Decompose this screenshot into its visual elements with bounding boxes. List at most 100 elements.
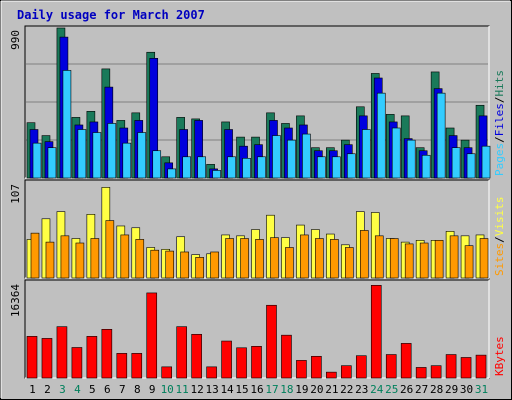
- kbytes-bar-day-1: [26, 336, 38, 379]
- pages-bar-day-1: [32, 142, 42, 179]
- day-label-11: 11: [176, 383, 189, 396]
- kbytes-bar-day-5: [86, 336, 98, 379]
- legend-kbytes: KBytes: [493, 336, 506, 376]
- kbytes-bar-day-12: [191, 333, 202, 379]
- sites-bar-day-15: [240, 238, 249, 279]
- kbytes-bar-day-14: [221, 340, 232, 379]
- sites-bar-day-21: [330, 239, 339, 279]
- pages-bar-day-10: [167, 168, 177, 179]
- pages-bar-day-14: [227, 156, 236, 179]
- kbytes-bar-day-13: [206, 366, 217, 379]
- kbytes-bar-day-7: [116, 353, 128, 379]
- day-label-2: 2: [44, 383, 51, 396]
- chart-title: Daily usage for March 2007: [17, 8, 205, 22]
- kbytes-bar-day-19: [296, 360, 307, 379]
- day-label-7: 7: [119, 383, 126, 396]
- legend-sites: Sites: [493, 243, 506, 276]
- kbytes-bar-day-20: [311, 355, 322, 379]
- legend-pages: Pages: [493, 143, 506, 176]
- sites-bar-day-3: [60, 235, 70, 279]
- panel-3-legend: KBytes: [493, 336, 506, 376]
- sites-bar-day-14: [225, 238, 234, 279]
- kbytes-bar-day-31: [475, 354, 487, 379]
- kbytes-bar-day-18: [281, 334, 292, 379]
- day-label-9: 9: [149, 383, 156, 396]
- pages-bar-day-13: [212, 170, 221, 179]
- pages-bar-day-2: [47, 147, 57, 179]
- kbytes-bar-day-11: [176, 326, 187, 379]
- kbytes-bar-day-17: [266, 304, 277, 379]
- sites-bar-day-5: [90, 238, 100, 279]
- day-label-24: 24: [370, 383, 384, 396]
- kbytes-bar-day-30: [460, 357, 472, 379]
- day-label-4: 4: [74, 383, 81, 396]
- day-label-22: 22: [340, 383, 353, 396]
- sites-bar-day-27: [419, 242, 429, 279]
- pages-bar-day-31: [481, 145, 491, 179]
- pages-bar-day-25: [391, 127, 401, 179]
- panel-1-axis-max: 990: [9, 30, 22, 50]
- kbytes-bar-day-8: [131, 353, 143, 379]
- legend-separator: /: [493, 136, 506, 143]
- sites-bar-day-9: [150, 249, 160, 279]
- sites-bar-day-7: [120, 234, 130, 279]
- pages-bar-day-24: [376, 92, 386, 179]
- panel-1-legend: Pages/Files/Hits: [493, 70, 506, 176]
- day-label-15: 15: [235, 383, 248, 396]
- kbytes-bar-day-22: [341, 365, 352, 379]
- day-label-31: 31: [475, 383, 488, 396]
- sites-bar-day-10: [165, 250, 175, 279]
- day-label-6: 6: [104, 383, 111, 396]
- pages-bar-day-21: [332, 156, 341, 179]
- day-label-8: 8: [134, 383, 141, 396]
- pages-bar-day-19: [302, 133, 311, 179]
- panel-3-axis-max: 16364: [9, 284, 22, 317]
- sites-bar-day-1: [30, 232, 40, 279]
- day-label-14: 14: [220, 383, 234, 396]
- day-label-20: 20: [310, 383, 323, 396]
- kbytes-bar-day-6: [101, 329, 113, 379]
- kbytes-bar-day-3: [56, 326, 68, 379]
- day-label-29: 29: [445, 383, 458, 396]
- sites-bar-day-30: [464, 245, 474, 279]
- kbytes-bar-day-27: [415, 367, 427, 379]
- day-label-13: 13: [205, 383, 218, 396]
- day-label-3: 3: [59, 383, 66, 396]
- panel-2-legend: Sites/Visits: [493, 197, 506, 277]
- pages-bar-day-12: [197, 156, 206, 179]
- sites-bar-day-2: [45, 241, 55, 279]
- pages-bar-day-5: [92, 132, 102, 179]
- kbytes-bar-day-21: [326, 371, 337, 379]
- panel-2-axis-max: 107: [9, 184, 22, 204]
- sites-bar-day-12: [195, 257, 204, 279]
- sites-bar-day-13: [210, 251, 219, 279]
- day-label-12: 12: [191, 383, 204, 396]
- pages-bar-day-7: [122, 142, 132, 179]
- kbytes-bar-day-15: [236, 347, 247, 379]
- kbytes-bar-day-23: [355, 355, 367, 379]
- sites-bar-day-24: [374, 235, 384, 279]
- day-label-10: 10: [161, 383, 174, 396]
- pages-bar-day-23: [361, 129, 371, 179]
- kbytes-bar-day-26: [400, 343, 412, 379]
- legend-hits: Hits: [493, 70, 506, 97]
- pages-bar-day-27: [421, 154, 431, 179]
- sites-bar-day-25: [389, 238, 399, 279]
- sites-bar-day-8: [135, 239, 145, 279]
- pages-bar-day-11: [182, 156, 191, 179]
- day-label-19: 19: [295, 383, 308, 396]
- legend-separator: /: [493, 97, 506, 104]
- pages-bar-day-17: [272, 135, 281, 179]
- sites-bar-day-16: [255, 239, 264, 279]
- kbytes-bar-day-29: [445, 354, 457, 379]
- day-label-26: 26: [400, 383, 413, 396]
- sites-bar-day-26: [404, 243, 414, 279]
- day-label-17: 17: [265, 383, 278, 396]
- pages-bar-day-9: [152, 150, 162, 179]
- kbytes-bar-day-25: [385, 354, 397, 379]
- pages-bar-day-3: [62, 70, 72, 179]
- kbytes-bar-day-24: [370, 285, 382, 379]
- pages-bar-day-18: [287, 139, 296, 179]
- kbytes-bar-day-28: [430, 365, 442, 379]
